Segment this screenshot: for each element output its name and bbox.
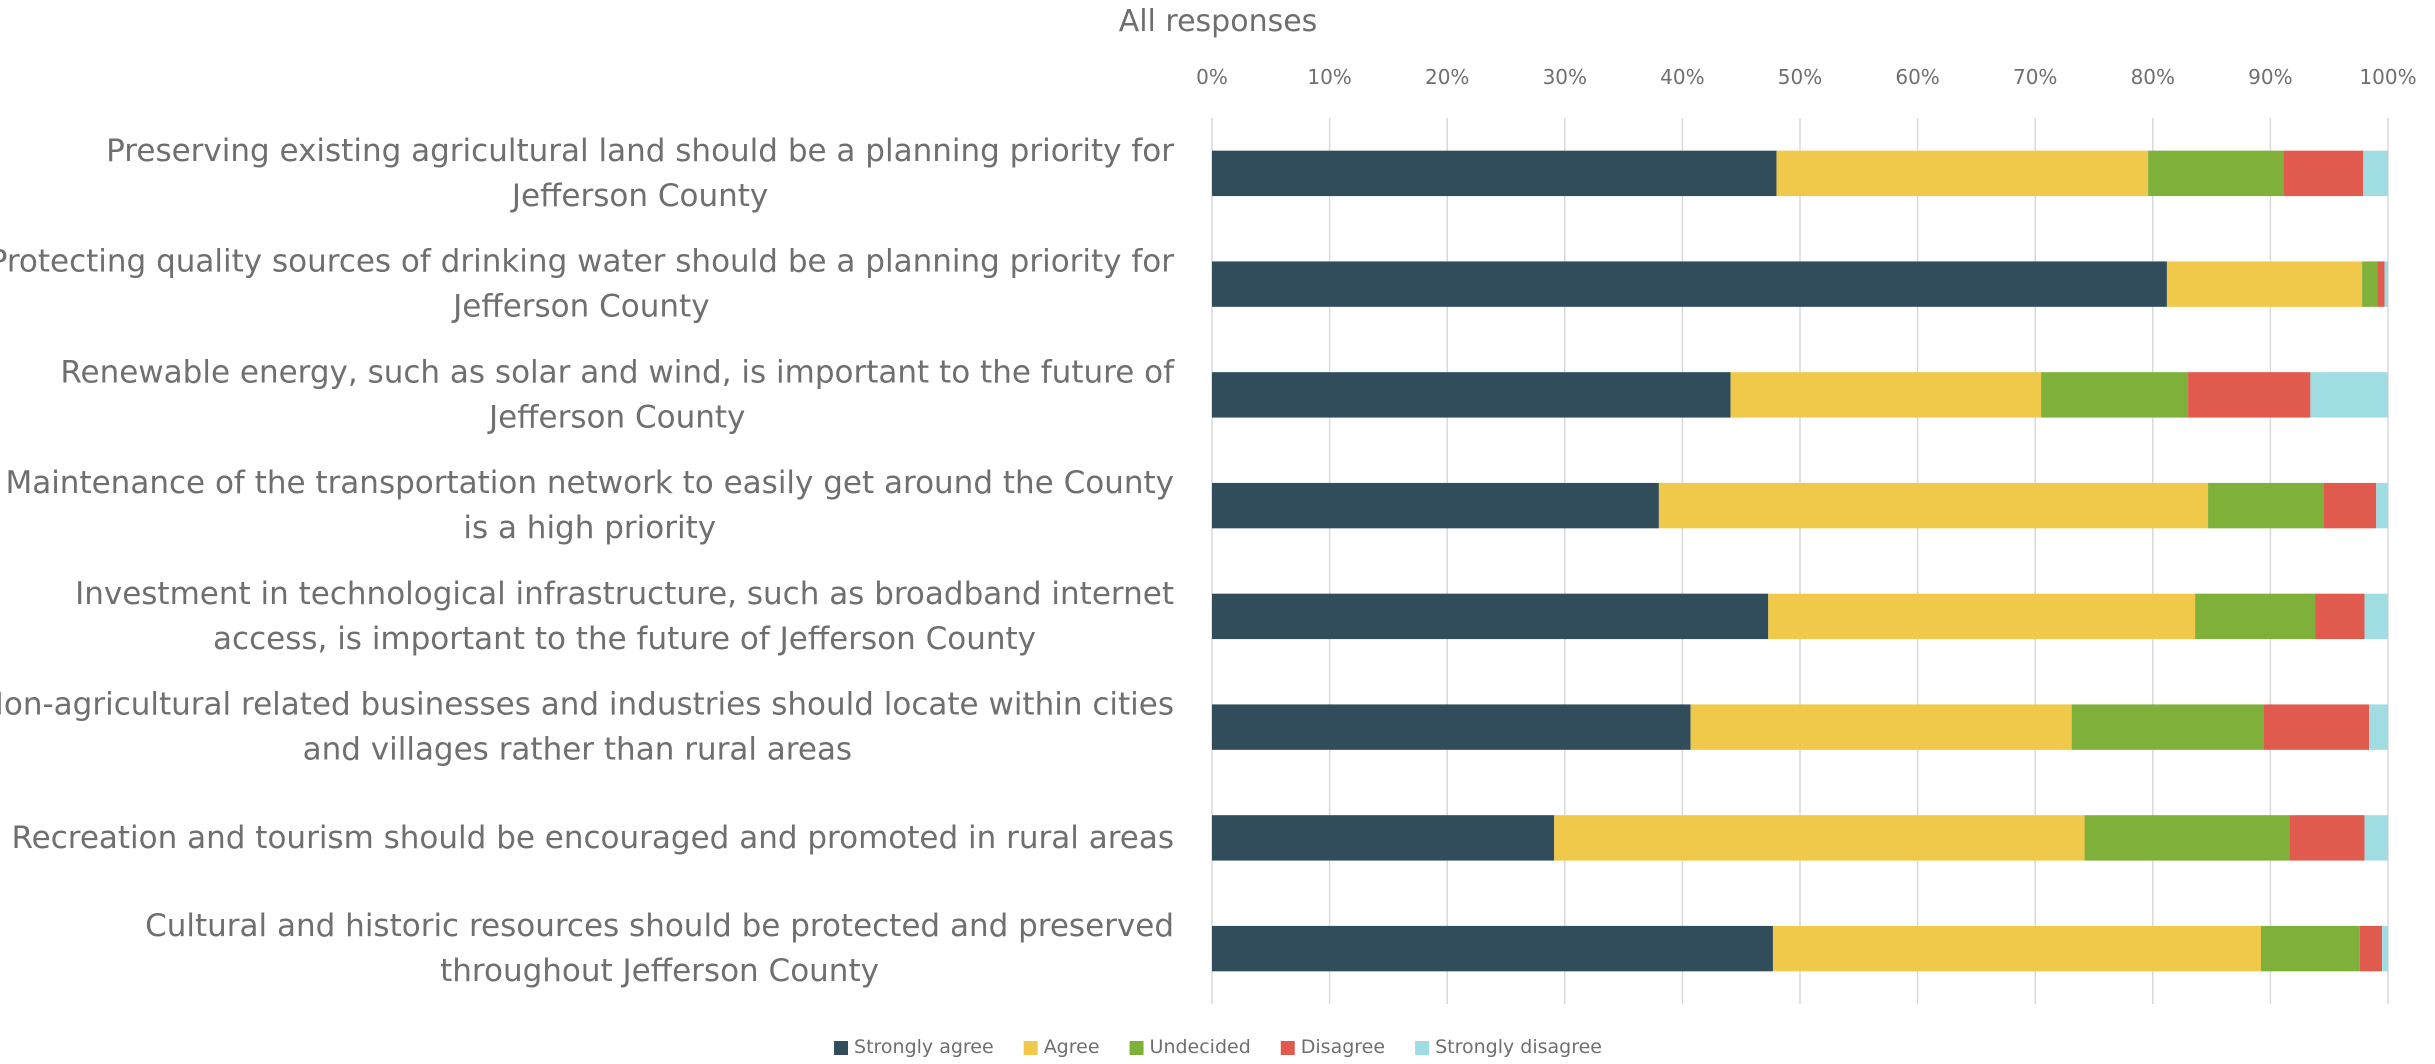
x-tick-label: 10% (1307, 65, 1351, 89)
x-tick-label: 80% (2131, 65, 2175, 89)
bar-segment (1212, 815, 1555, 861)
gridlines (1211, 118, 2389, 1004)
category-label: Maintenance of the transportation networ… (5, 465, 1174, 501)
bar-segment (2283, 150, 2364, 197)
category-label: access, is important to the future of Je… (213, 621, 1036, 657)
chart-title: All responses (1119, 4, 1318, 39)
bar-segment (2364, 593, 2388, 640)
legend-label: Strongly agree (854, 1036, 994, 1058)
x-tick-label: 50% (1778, 65, 1822, 89)
legend-label: Agree (1044, 1036, 1100, 1058)
category-label: Jefferson County (451, 289, 709, 325)
bar-segment (2377, 261, 2385, 307)
bar-segment (1554, 815, 2085, 861)
category-label: Protecting quality sources of drinking w… (0, 244, 1174, 280)
x-tick-label: 100% (2359, 65, 2416, 89)
bar-segment (2384, 261, 2388, 307)
legend-swatch (1280, 1041, 1295, 1055)
bar-segment (2148, 150, 2284, 197)
bar-segment (2041, 372, 2189, 418)
bar-segment (1212, 925, 1773, 972)
legend-label: Disagree (1301, 1036, 1385, 1058)
bar-segment (2195, 593, 2316, 640)
bar-segment (2315, 593, 2365, 640)
legend-swatch (1415, 1041, 1430, 1055)
bar-segment (2376, 482, 2388, 529)
bar-segment (2362, 261, 2378, 307)
x-tick-label: 40% (1660, 65, 1704, 89)
bar-segment (2323, 482, 2377, 529)
bar-segment (1212, 704, 1691, 750)
bar-segment (2071, 704, 2264, 750)
bar-segment (1212, 372, 1731, 418)
bar-segment (1212, 261, 2167, 307)
bar-segment (1212, 482, 1659, 529)
x-tick-label: 20% (1425, 65, 1469, 89)
bar-segment (2208, 482, 2324, 529)
bar-segment (2359, 925, 2383, 972)
x-tick-label: 60% (1895, 65, 1939, 89)
bar-segment (2369, 704, 2388, 750)
bar-segment (2084, 815, 2290, 861)
bar-segment (1768, 593, 2196, 640)
bar-segment (1658, 482, 2209, 529)
bar-segment (1690, 704, 2072, 750)
bar-segment (1776, 150, 2149, 197)
bar-segment (1212, 593, 1769, 640)
bar-segment (2310, 372, 2388, 418)
bar-segment (2188, 372, 2311, 418)
legend-label: Strongly disagree (1435, 1036, 1602, 1058)
category-label: Recreation and tourism should be encoura… (12, 820, 1175, 856)
legend: Strongly agree Agree Undecided Disagree Stro… (834, 1036, 1602, 1058)
category-label: Investment in technological infrastructu… (75, 576, 1174, 612)
bar-segment (2166, 261, 2363, 307)
bar-segment (2289, 815, 2365, 861)
category-label: and villages rather than rural areas (303, 732, 853, 768)
category-label: Renewable energy, such as solar and wind… (60, 354, 1175, 390)
category-label: Jefferson County (487, 399, 745, 435)
legend-swatch (1023, 1041, 1038, 1055)
bar-segment (2363, 150, 2388, 197)
legend-label: Undecided (1150, 1036, 1251, 1058)
x-tick-label: 30% (1543, 65, 1587, 89)
category-label: Preserving existing agricultural land sh… (106, 133, 1174, 169)
category-label: Jefferson County (510, 178, 768, 214)
x-axis-ticks: 0% 10% 20% 30% 40% 50% 60% 70% 80% 90% 100% (1196, 65, 2416, 89)
category-label: throughout Jefferson County (440, 953, 879, 989)
legend-swatch (834, 1041, 849, 1055)
bar-segment (1212, 150, 1777, 197)
bar-segment (2382, 925, 2388, 972)
bars (1212, 150, 2388, 972)
bar-segment (2364, 815, 2388, 861)
legend-swatch (1129, 1041, 1144, 1055)
bar-segment (2260, 925, 2360, 972)
x-tick-label: 90% (2248, 65, 2292, 89)
x-tick-label: 70% (2013, 65, 2057, 89)
category-label: Non-agricultural related businesses and … (0, 687, 1174, 723)
category-labels: Preserving existing agricultural land sh… (0, 133, 1175, 989)
x-tick-label: 0% (1196, 65, 1228, 89)
category-label: is a high priority (463, 510, 716, 546)
bar-segment (1730, 372, 2042, 418)
bar-segment (1772, 925, 2261, 972)
category-label: Cultural and historic resources should b… (145, 908, 1174, 944)
bar-segment (2263, 704, 2370, 750)
